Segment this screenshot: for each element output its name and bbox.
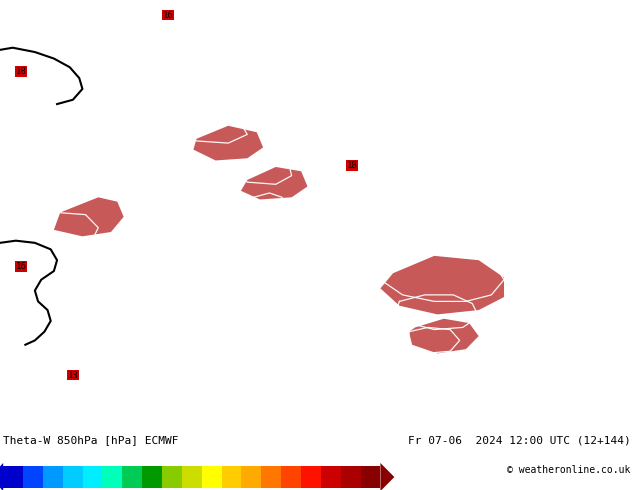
Text: © weatheronline.co.uk: © weatheronline.co.uk xyxy=(507,465,631,475)
Text: 18: 18 xyxy=(16,67,26,76)
Bar xyxy=(23,466,43,488)
Bar xyxy=(202,466,222,488)
FancyArrow shape xyxy=(0,463,3,490)
Bar xyxy=(281,466,301,488)
Polygon shape xyxy=(380,256,504,315)
Text: Theta-W 850hPa [hPa] ECMWF: Theta-W 850hPa [hPa] ECMWF xyxy=(3,435,179,445)
Bar xyxy=(221,466,242,488)
Bar xyxy=(242,466,261,488)
Text: Fr 07-06  2024 12:00 UTC (12+144): Fr 07-06 2024 12:00 UTC (12+144) xyxy=(408,435,631,445)
FancyArrow shape xyxy=(380,463,394,490)
Polygon shape xyxy=(409,318,479,353)
Polygon shape xyxy=(193,126,263,160)
Bar xyxy=(43,466,63,488)
Bar xyxy=(182,466,202,488)
Bar xyxy=(261,466,281,488)
Text: 16: 16 xyxy=(163,11,173,20)
Bar xyxy=(142,466,162,488)
Bar xyxy=(103,466,122,488)
Bar xyxy=(3,466,23,488)
Bar xyxy=(63,466,82,488)
Polygon shape xyxy=(54,197,124,236)
Bar xyxy=(82,466,103,488)
Text: 18: 18 xyxy=(347,161,357,170)
Bar xyxy=(122,466,142,488)
Bar xyxy=(321,466,341,488)
Bar xyxy=(340,466,361,488)
Bar xyxy=(361,466,380,488)
Text: 16: 16 xyxy=(16,262,26,271)
Bar xyxy=(301,466,321,488)
Text: 13: 13 xyxy=(68,370,78,380)
Polygon shape xyxy=(241,167,307,199)
Bar xyxy=(162,466,182,488)
